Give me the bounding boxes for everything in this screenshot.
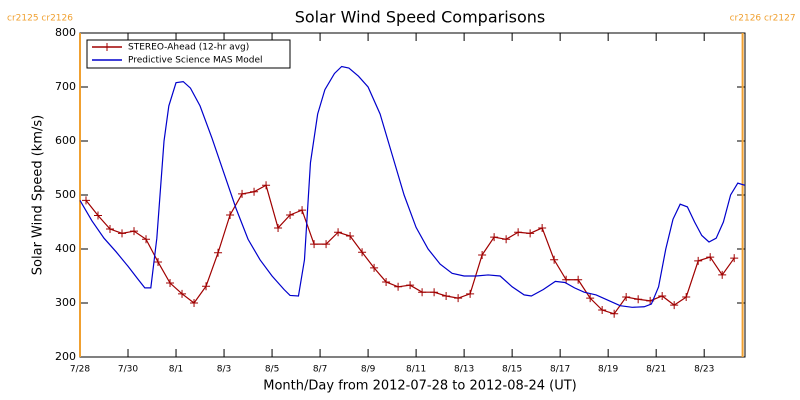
legend-marker <box>103 43 111 51</box>
x-tick-label: 8/7 <box>313 365 327 375</box>
point-marker <box>358 248 367 257</box>
point-marker <box>286 210 295 219</box>
y-axis-label: Solar Wind Speed (km/s) <box>31 115 46 275</box>
point-marker <box>298 206 307 215</box>
point-marker <box>94 211 103 220</box>
point-marker <box>658 291 667 300</box>
point-marker <box>670 301 679 310</box>
y-tick-label: 200 <box>55 350 76 363</box>
point-marker <box>346 232 355 241</box>
point-marker <box>466 289 475 298</box>
point-marker <box>694 256 703 265</box>
y-tick-label: 600 <box>55 134 76 147</box>
x-tick-label: 8/3 <box>217 365 231 375</box>
y-tick-label: 500 <box>55 188 76 201</box>
point-marker <box>406 281 415 290</box>
point-marker <box>166 279 175 288</box>
point-marker <box>430 288 439 297</box>
point-marker <box>130 227 139 236</box>
x-tick-label: 8/15 <box>502 365 522 375</box>
point-marker <box>550 255 559 264</box>
x-tick-label: 8/5 <box>265 365 279 375</box>
point-marker <box>478 250 487 259</box>
legend-label: STEREO-Ahead (12-hr avg) <box>128 43 249 53</box>
x-tick-label: 7/28 <box>70 365 90 375</box>
point-marker <box>610 309 619 318</box>
x-tick-label: 8/17 <box>550 365 570 375</box>
point-marker <box>562 275 571 284</box>
point-marker <box>718 270 727 279</box>
point-marker <box>118 229 127 238</box>
point-marker <box>322 240 331 249</box>
x-tick-label: 8/23 <box>694 365 714 375</box>
point-marker <box>706 253 715 262</box>
x-tick-label: 8/9 <box>361 365 376 375</box>
point-marker <box>538 223 547 232</box>
point-marker <box>214 248 223 257</box>
point-marker <box>106 225 115 234</box>
point-marker <box>526 229 535 238</box>
x-axis-label: Month/Day from 2012-07-28 to 2012-08-24 … <box>263 379 576 394</box>
point-marker <box>226 210 235 219</box>
point-marker <box>730 254 739 263</box>
legend-label: Predictive Science MAS Model <box>128 56 263 66</box>
y-tick-label: 300 <box>55 296 76 309</box>
point-marker <box>394 282 403 291</box>
x-tick-label: 8/1 <box>169 365 183 375</box>
point-marker <box>586 294 595 303</box>
chart-title: Solar Wind Speed Comparisons <box>295 8 546 27</box>
point-marker <box>682 293 691 302</box>
point-marker <box>262 181 271 190</box>
x-tick-label: 8/21 <box>646 365 666 375</box>
x-tick-label: 8/13 <box>454 365 474 375</box>
point-marker <box>502 235 511 244</box>
point-marker <box>634 295 643 304</box>
point-marker <box>190 299 199 307</box>
point-marker <box>142 235 151 244</box>
point-marker <box>598 306 607 315</box>
point-marker <box>454 294 463 303</box>
x-tick-label: 7/30 <box>118 365 138 375</box>
point-marker <box>82 196 91 205</box>
point-marker <box>238 189 247 198</box>
series-line <box>79 65 746 308</box>
point-marker <box>250 187 259 196</box>
x-tick-label: 8/11 <box>406 365 426 375</box>
point-marker <box>622 293 631 302</box>
point-marker <box>490 233 499 242</box>
point-marker <box>442 291 451 300</box>
point-marker <box>382 277 391 286</box>
point-marker <box>154 257 163 266</box>
point-marker <box>574 275 583 284</box>
point-marker <box>310 240 319 249</box>
point-marker <box>202 282 211 291</box>
x-tick-label: 8/19 <box>598 365 618 375</box>
annotation: cr2125 cr2126 <box>7 14 73 24</box>
point-marker <box>418 288 427 297</box>
point-marker <box>514 228 523 237</box>
point-marker <box>370 263 379 272</box>
point-marker <box>274 223 283 232</box>
annotation: cr2126 cr2127 <box>730 14 796 24</box>
y-tick-label: 400 <box>55 242 76 255</box>
legend-box <box>86 39 291 69</box>
point-marker <box>334 228 343 237</box>
y-tick-label: 800 <box>55 26 76 39</box>
y-tick-label: 700 <box>55 80 76 93</box>
point-marker <box>178 289 187 298</box>
